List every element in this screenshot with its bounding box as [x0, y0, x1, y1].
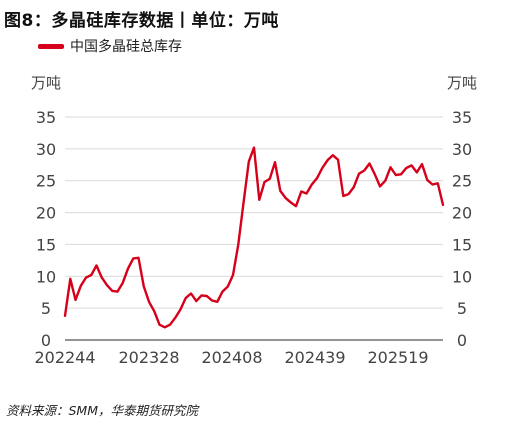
- figure-title: 图8：多晶硅库存数据丨单位：万吨: [4, 11, 279, 31]
- y-tick-label-left: 10: [36, 267, 56, 286]
- y-axis-unit-right: 万吨: [447, 74, 477, 92]
- series-line-total-inventory: [63, 146, 445, 329]
- legend-swatch: [38, 43, 64, 49]
- line-chart: 0 0 5 5 10 10 15 15 20 20 25 25 30 30 35 35 万吨 万吨 202244 20…: [31, 74, 477, 367]
- gridlines: [65, 116, 443, 309]
- y-tick-label-left: 25: [36, 172, 56, 191]
- y-tick-label-right: 35: [452, 108, 472, 127]
- y-tick-label-right: 25: [452, 172, 472, 191]
- legend: 中国多晶硅总库存: [38, 36, 182, 56]
- x-tick-label: 202244: [34, 348, 95, 367]
- y-tick-label-right: 30: [452, 140, 472, 159]
- y-tick-label-right: 15: [452, 235, 472, 254]
- y-axis-unit-left: 万吨: [31, 74, 61, 92]
- x-tick-label: 202328: [118, 348, 179, 367]
- axis-labels: 0 0 5 5 10 10 15 15 20 20 25 25 30 30 35 35 万吨 万吨 202244 20…: [31, 74, 477, 367]
- y-tick-label-left: 0: [41, 331, 51, 350]
- source-note: 资料来源：SMM，华泰期货研究院: [6, 403, 199, 418]
- y-tick-label-left: 30: [36, 140, 56, 159]
- y-tick-label-left: 15: [36, 235, 56, 254]
- y-tick-label-left: 35: [36, 108, 56, 127]
- y-tick-label-left: 20: [36, 204, 56, 223]
- y-tick-label-right: 0: [457, 331, 467, 350]
- x-tick-label: 202439: [284, 348, 345, 367]
- legend-label: 中国多晶硅总库存: [70, 39, 182, 55]
- y-tick-label-right: 10: [452, 267, 472, 286]
- series: [63, 146, 445, 329]
- y-tick-label-right: 5: [457, 299, 467, 318]
- y-tick-label-left: 5: [41, 299, 51, 318]
- x-tick-label: 202519: [367, 348, 428, 367]
- x-tick-label: 202408: [201, 348, 262, 367]
- y-tick-label-right: 20: [452, 204, 472, 223]
